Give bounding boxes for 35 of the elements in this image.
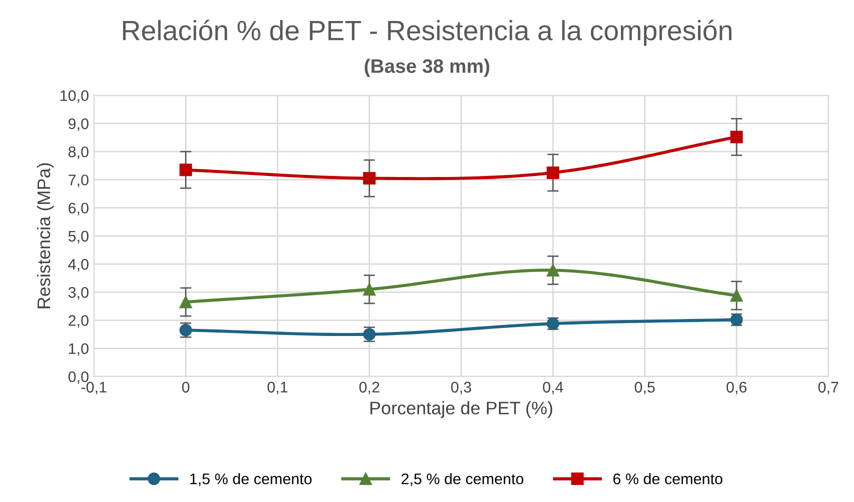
point [546,264,560,276]
x-tick-label: -0,1 [81,382,106,394]
chart-subtitle: (Base 38 mm) [364,58,490,77]
legend-label: 6 % de cemento [613,473,722,484]
y-axis-title: Resistencia (MPa) [36,163,54,308]
y-tick-label: 3,0 [68,287,88,300]
point [363,283,376,296]
y-tick-label: 9,0 [68,118,88,131]
x-tick-label: 0 [182,382,190,393]
y-tick-label: 2,0 [68,315,88,328]
legend-label: 2,5 % de cemento [402,473,524,486]
x-tick-label: 0,7 [818,382,838,394]
y-tick-label: 10,0 [60,90,88,103]
chart-title: Relación % de PET - Resistencia a la compresión [123,20,732,46]
y-tick-label: 8,0 [68,146,88,160]
x-tick-label: 0,6 [726,382,747,394]
x-tick-label: 0,1 [268,382,288,394]
y-tick-label: 6,0 [68,202,88,216]
x-tick-label: 0,4 [542,382,564,394]
legend-label: 1,5 % de cemento [190,473,312,486]
x-axis-title: Porcentaje de PET (%) [370,401,552,418]
point [363,172,376,185]
point [730,289,743,302]
y-tick-label: 5,0 [68,230,88,244]
point [179,164,192,176]
point [730,130,743,144]
y-tick-label: 1,0 [69,343,88,356]
point [179,296,192,308]
point [546,166,560,179]
x-tick-label: 0,5 [634,382,655,394]
x-tick-label: 0,2 [359,382,380,394]
y-tick-label: 7,0 [68,174,88,188]
y-tick-label: 0,0 [68,371,88,384]
y-tick-label: 4,0 [68,258,88,272]
x-tick-label: 0,3 [451,382,472,394]
